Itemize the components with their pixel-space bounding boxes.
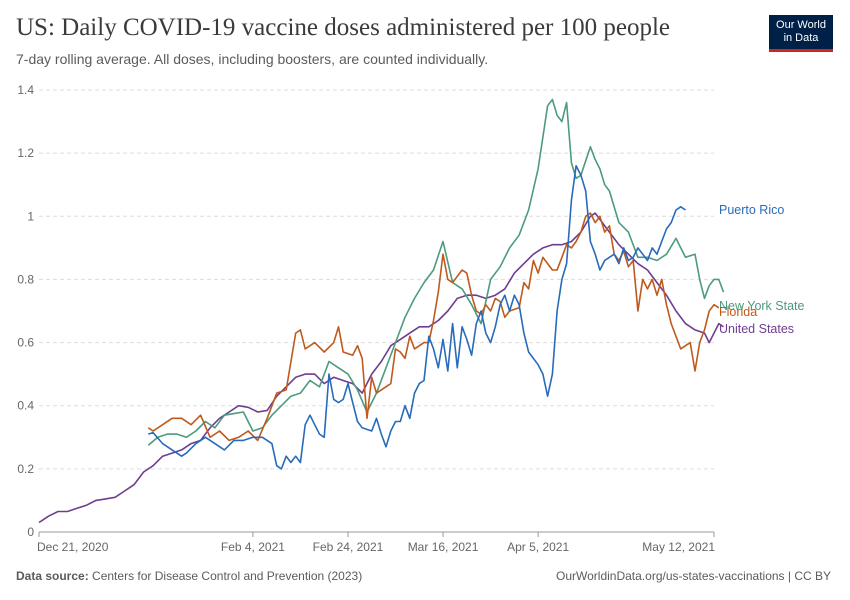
line-label-new-york-state: New York State — [719, 299, 805, 313]
logo-line-1: Our World — [776, 19, 826, 31]
series-line-florida — [147, 212, 720, 442]
chart-subtitle: 7-day rolling average. All doses, includ… — [16, 51, 489, 67]
series-line-puerto-rico — [148, 165, 686, 470]
footer-url[interactable]: OurWorldinData.org/us-states-vaccination… — [556, 569, 831, 583]
y-tick-label: 0.2 — [17, 462, 34, 476]
y-tick-label: 1.4 — [17, 83, 34, 97]
y-tick-label: 1.2 — [17, 146, 34, 160]
line-label-puerto-rico: Puerto Rico — [719, 203, 784, 217]
chart-title: US: Daily COVID-19 vaccine doses adminis… — [16, 14, 671, 41]
line-label-united-states: United States — [719, 322, 794, 336]
x-tick-label: May 12, 2021 — [642, 540, 715, 554]
data-source: Data source: Centers for Disease Control… — [16, 569, 362, 583]
x-tick-label: Feb 4, 2021 — [221, 540, 285, 554]
x-tick-label: Apr 5, 2021 — [507, 540, 569, 554]
logo-line-2: in Data — [783, 32, 819, 44]
y-tick-label: 0.6 — [17, 336, 34, 350]
line-label-florida: Florida — [719, 305, 757, 319]
y-tick-label: 0 — [27, 525, 34, 539]
owid-logo[interactable]: Our World in Data — [769, 15, 833, 52]
x-tick-label: Mar 16, 2021 — [408, 540, 479, 554]
x-tick-label: Dec 21, 2020 — [37, 540, 109, 554]
y-tick-label: 1 — [27, 209, 34, 223]
x-tick-label: Feb 24, 2021 — [313, 540, 384, 554]
data-source-label: Data source: — [16, 569, 89, 583]
y-tick-label: 0.8 — [17, 272, 34, 286]
data-source-text[interactable]: Centers for Disease Control and Preventi… — [92, 569, 363, 583]
series-line-new-york-state — [147, 98, 725, 446]
y-tick-label: 0.4 — [17, 399, 34, 413]
